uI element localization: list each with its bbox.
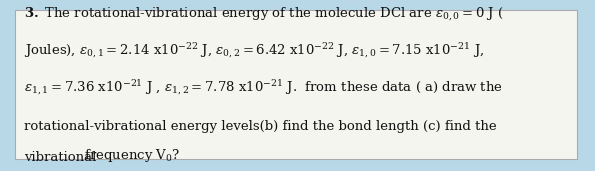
- Text: rotational-vibrational energy levels(b) find the bond length (c) find the: rotational-vibrational energy levels(b) …: [24, 120, 496, 133]
- Text: $\mathbf{3.}$ The rotational-vibrational energy of the molecule DCl are $\vareps: $\mathbf{3.}$ The rotational-vibrational…: [24, 6, 503, 22]
- Text: Joules), $\varepsilon_{0,1}$$=$2.14 x10$^{-22}$ J, $\varepsilon_{0,2}$$=$6.42 x1: Joules), $\varepsilon_{0,1}$$=$2.14 x10$…: [24, 41, 484, 60]
- Text: $\varepsilon_{1,1}$$=$7.36 x10$^{-21}$ J , $\varepsilon_{1,2}$$=$7.78 x10$^{-21}: $\varepsilon_{1,1}$$=$7.36 x10$^{-21}$ J…: [24, 79, 503, 97]
- Text: frequency V$_{0}$?: frequency V$_{0}$?: [80, 147, 180, 164]
- Text: vibrational: vibrational: [24, 151, 96, 164]
- FancyBboxPatch shape: [15, 10, 577, 159]
